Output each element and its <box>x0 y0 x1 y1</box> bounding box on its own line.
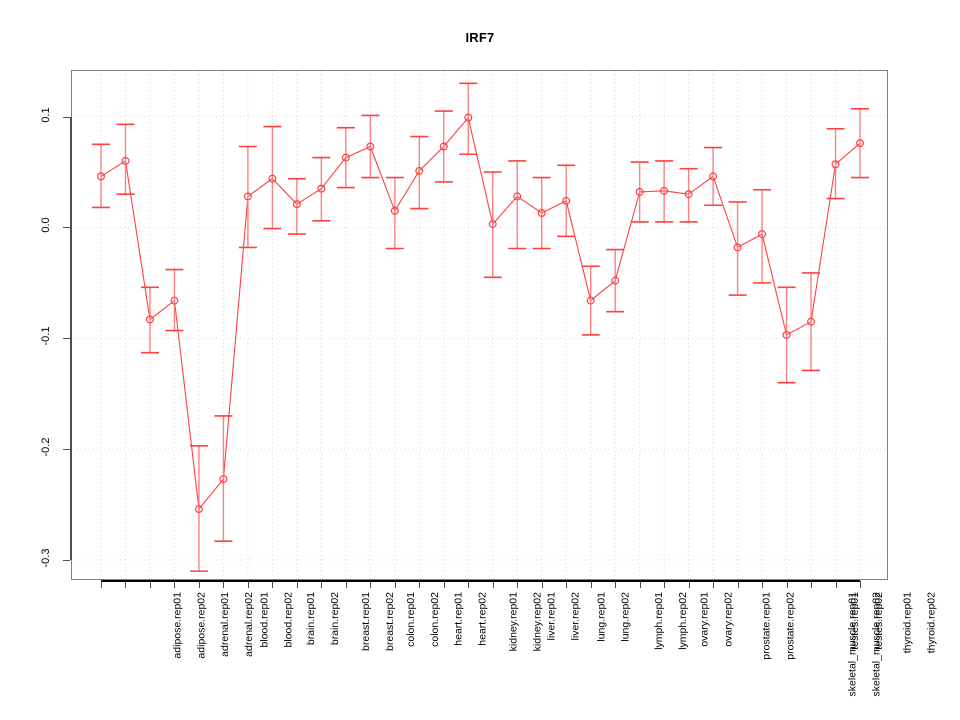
x-tick-label: colon.rep02 <box>429 592 442 647</box>
y-tick-label: 0.1 <box>40 106 52 123</box>
x-tick-label: adrenal.rep02 <box>243 592 256 657</box>
y-tick-mark <box>63 560 70 562</box>
x-tick-mark <box>223 581 225 588</box>
y-tick-label: -0.3 <box>40 548 52 568</box>
x-tick-mark <box>517 581 519 588</box>
x-tick-label: prostate.rep02 <box>784 592 797 660</box>
x-tick-mark <box>101 581 102 588</box>
y-axis-line <box>70 116 72 561</box>
x-tick-label: adrenal.rep01 <box>218 592 231 657</box>
x-tick-mark <box>664 581 666 588</box>
plot-area <box>71 70 888 580</box>
x-tick-mark <box>296 581 298 588</box>
page-title: IRF7 <box>465 30 495 45</box>
x-tick-label: prostate.rep01 <box>760 592 773 660</box>
y-tick-mark <box>63 338 70 340</box>
x-tick-label: lymph.rep02 <box>676 592 689 650</box>
x-tick-mark <box>860 581 861 588</box>
x-tick-label: breast.rep01 <box>359 592 372 651</box>
x-tick-mark <box>541 581 543 588</box>
x-tick-mark <box>737 581 739 588</box>
x-tick-mark <box>590 581 592 588</box>
x-tick-label: lung.rep02 <box>619 592 632 642</box>
y-tick-label: -0.1 <box>40 326 52 346</box>
x-tick-label: blood.rep01 <box>258 592 271 648</box>
x-tick-mark <box>492 581 494 588</box>
x-axis-line <box>101 580 860 582</box>
x-tick-label: adipose.rep01 <box>171 592 184 659</box>
x-tick-mark <box>713 581 715 588</box>
x-tick-mark <box>688 581 690 588</box>
x-tick-mark <box>786 581 788 588</box>
x-tick-label: ovary.rep01 <box>698 592 711 647</box>
x-tick-mark <box>468 581 470 588</box>
y-tick-mark <box>63 116 70 118</box>
x-tick-mark <box>811 581 813 588</box>
x-tick-mark <box>566 581 568 588</box>
x-tick-label: kidney.rep01 <box>507 592 520 652</box>
x-tick-mark <box>762 581 764 588</box>
x-tick-mark <box>835 581 837 588</box>
x-tick-label: blood.rep02 <box>282 592 295 648</box>
x-tick-label: breast.rep02 <box>384 592 397 651</box>
x-tick-mark <box>174 581 176 588</box>
x-tick-label: thyroid.rep02 <box>925 592 938 654</box>
x-tick-mark <box>639 581 641 588</box>
x-tick-mark <box>198 581 200 588</box>
y-tick-label: -0.2 <box>40 437 52 457</box>
x-tick-mark <box>419 581 421 588</box>
y-tick-mark <box>63 227 70 229</box>
x-tick-mark <box>370 581 372 588</box>
x-tick-mark <box>394 581 396 588</box>
x-tick-label: liver.rep01 <box>545 592 558 641</box>
x-tick-label: lung.rep01 <box>595 592 608 642</box>
x-tick-mark <box>247 581 249 588</box>
x-tick-label: ovary.rep02 <box>722 592 735 647</box>
x-tick-label: adipose.rep02 <box>196 592 209 659</box>
x-tick-label: brain.rep02 <box>329 592 342 646</box>
x-tick-label: colon.rep01 <box>404 592 417 647</box>
x-tick-mark <box>321 581 323 588</box>
x-tick-label: brain.rep01 <box>305 592 318 646</box>
plot-canvas <box>72 71 887 579</box>
x-tick-label: heart.rep02 <box>477 592 489 646</box>
y-tick-mark <box>63 449 70 451</box>
x-tick-label: heart.rep01 <box>452 592 465 646</box>
x-tick-label: kidney.rep02 <box>531 592 544 652</box>
x-tick-mark <box>345 581 347 588</box>
x-tick-label: testes.rep01 <box>848 592 861 650</box>
x-tick-mark <box>272 581 274 588</box>
x-tick-label: thyroid.rep01 <box>900 592 913 654</box>
x-tick-mark <box>149 581 151 588</box>
x-tick-mark <box>125 581 127 588</box>
x-tick-label: liver.rep02 <box>569 592 582 641</box>
x-tick-mark <box>443 581 445 588</box>
x-tick-label: lymph.rep01 <box>652 592 665 650</box>
x-tick-label: testes.rep02 <box>872 592 885 650</box>
y-tick-label: 0.0 <box>40 217 52 234</box>
x-tick-mark <box>615 581 617 588</box>
